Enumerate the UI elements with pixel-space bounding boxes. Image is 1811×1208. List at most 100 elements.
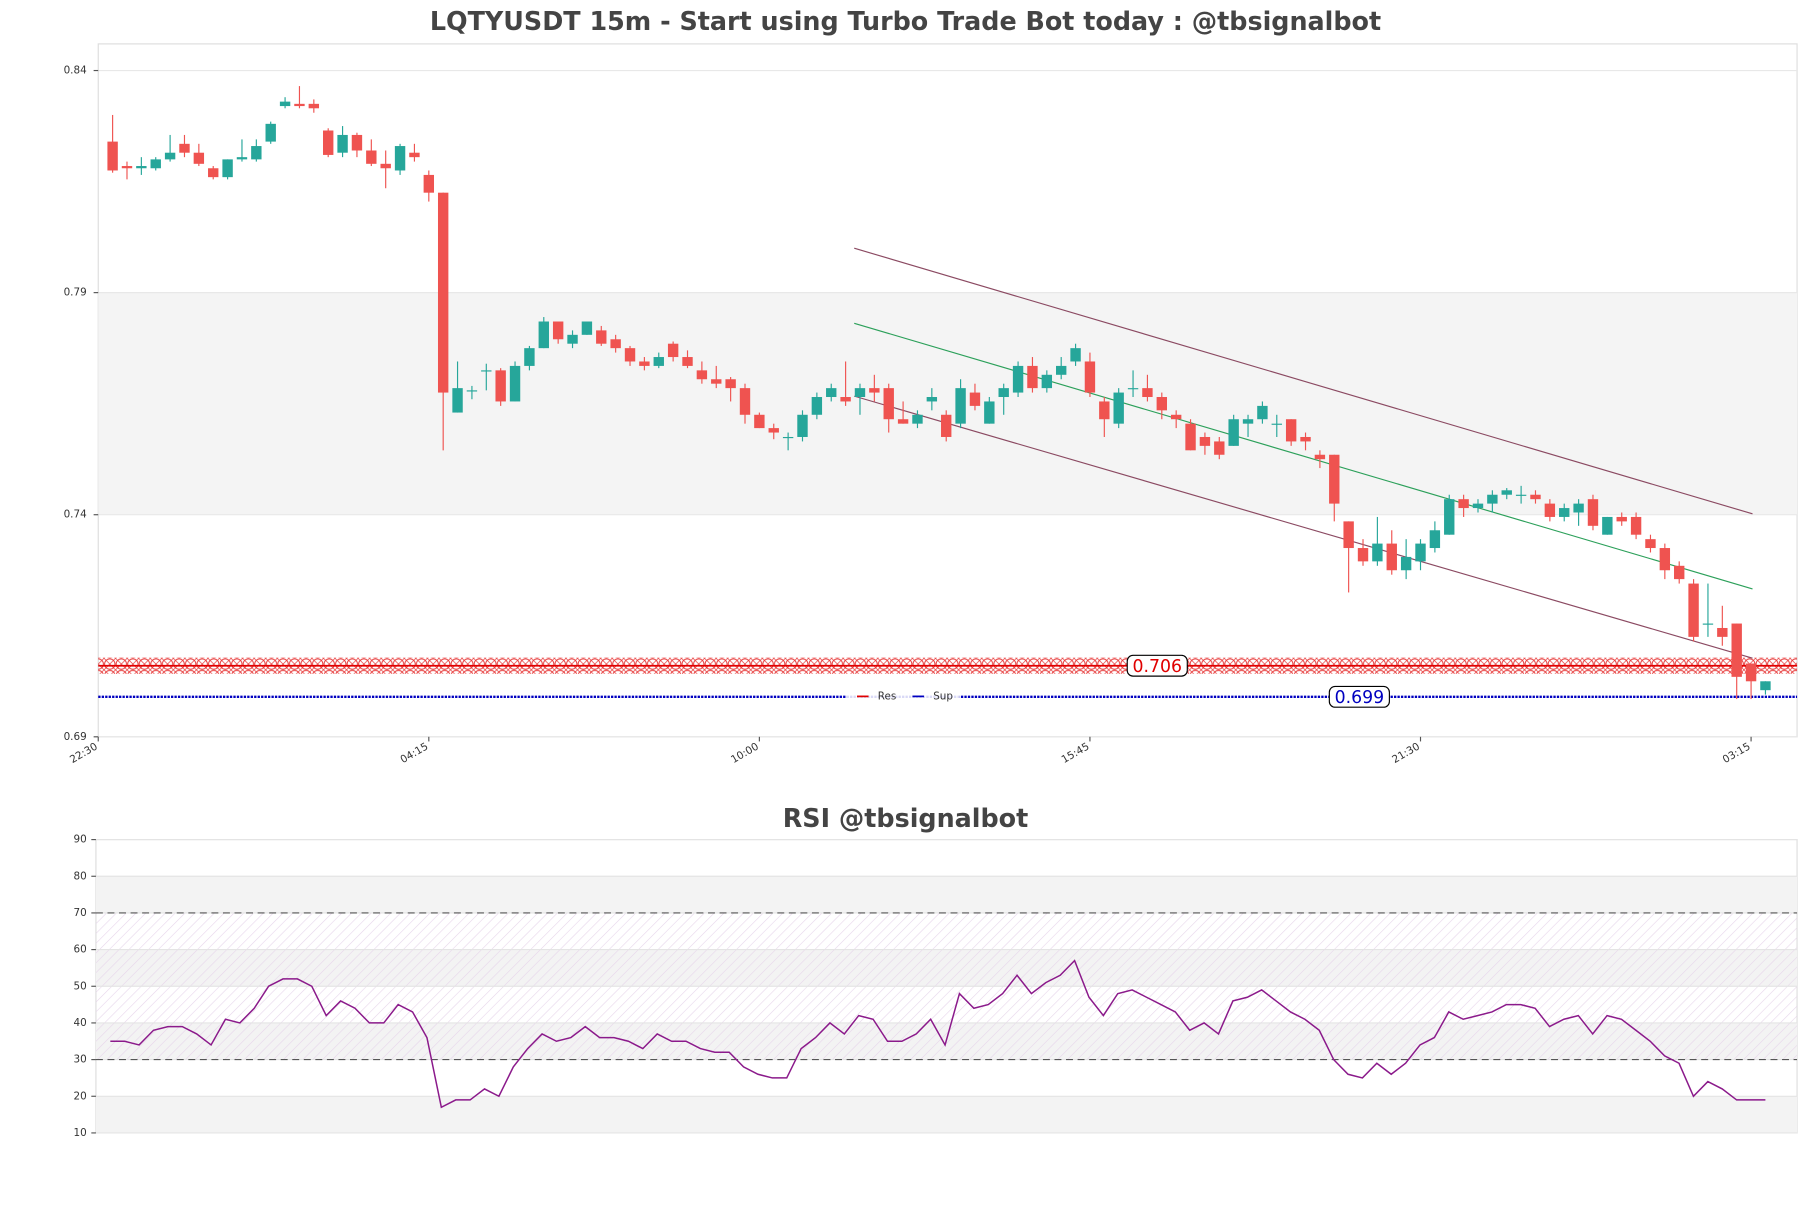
- candle-body: [754, 414, 765, 429]
- candle-body: [164, 152, 176, 160]
- candle-body: [955, 388, 966, 424]
- y-tick-label: 90: [73, 834, 86, 846]
- candle-body: [1314, 454, 1326, 460]
- candle-body: [294, 103, 305, 107]
- candle-body: [394, 146, 406, 171]
- candle-body: [682, 357, 693, 366]
- legend-box: [846, 685, 960, 707]
- candle-body: [624, 348, 636, 362]
- y-tick-label: 0.69: [64, 731, 87, 743]
- candle-body: [725, 379, 736, 389]
- candle-body: [1616, 516, 1627, 522]
- candle-body: [1487, 494, 1498, 504]
- candle-body: [1530, 494, 1541, 500]
- candle-body: [1214, 441, 1225, 455]
- candle-body: [1702, 623, 1714, 625]
- candle-body: [1027, 365, 1038, 389]
- candle-body: [1142, 388, 1153, 398]
- candle-body: [524, 348, 535, 366]
- candle-body: [538, 321, 549, 349]
- candle-body: [1271, 423, 1282, 425]
- candle-body: [323, 130, 334, 155]
- level-label: 0.699: [1335, 688, 1385, 708]
- candle-body: [1731, 623, 1742, 677]
- candle-body: [308, 103, 320, 109]
- channel-line: [854, 322, 1753, 590]
- candle-body: [811, 397, 823, 415]
- candle-body: [1300, 436, 1311, 442]
- y-tick-label: 50: [73, 980, 86, 992]
- level-label-box: [1126, 654, 1188, 677]
- candle-body: [1501, 490, 1512, 495]
- candle-body: [897, 419, 909, 424]
- candle-body: [782, 436, 794, 439]
- candle-body: [452, 388, 463, 413]
- candle-body: [1745, 663, 1757, 682]
- candle-body: [1372, 543, 1383, 562]
- candle-body: [1659, 548, 1671, 571]
- y-tick-label: 20: [73, 1090, 86, 1102]
- candle-body: [1688, 583, 1699, 637]
- candle-body: [1099, 401, 1110, 420]
- candle-body: [1429, 530, 1441, 549]
- candle-body: [1357, 548, 1369, 562]
- candle-body: [1185, 423, 1196, 451]
- candle-body: [1242, 419, 1254, 424]
- candle-body: [1228, 419, 1239, 446]
- candle-body: [667, 343, 679, 358]
- band: [95, 876, 1798, 913]
- y-tick-label: 0.84: [64, 65, 87, 77]
- candle-body: [251, 146, 262, 160]
- candle-body: [610, 339, 621, 349]
- candle-body: [1559, 508, 1570, 517]
- candle-body: [1472, 503, 1484, 509]
- x-tick-label: 10:00: [729, 741, 761, 766]
- candle-body: [596, 330, 607, 344]
- candle-body: [179, 143, 190, 153]
- candle-body: [941, 414, 952, 437]
- candle-body: [926, 397, 938, 402]
- y-tick-label: 10: [73, 1127, 86, 1139]
- candle-body: [826, 388, 837, 398]
- candle-body: [423, 174, 435, 193]
- y-tick-label: 0.74: [64, 509, 87, 521]
- candle-body: [1329, 454, 1340, 504]
- candle-body: [768, 428, 779, 433]
- candle-body: [696, 370, 708, 380]
- candle-body: [1444, 499, 1455, 535]
- candle-body: [107, 141, 118, 171]
- candle-body: [567, 334, 578, 344]
- candle-body: [1386, 543, 1397, 571]
- candle-body: [1041, 374, 1053, 389]
- candle-body: [351, 134, 363, 151]
- candle-body: [1170, 414, 1182, 420]
- candle-body: [265, 123, 276, 142]
- candle-body: [653, 357, 664, 366]
- candle-body: [279, 101, 291, 107]
- candle-body: [1760, 681, 1771, 691]
- candle-body: [1055, 365, 1067, 375]
- rsi-line: [110, 959, 1766, 1109]
- x-tick-label: 22:30: [68, 741, 100, 766]
- candle-body: [711, 379, 722, 384]
- candle-body: [1573, 503, 1584, 513]
- candle-body: [1084, 361, 1096, 393]
- candle-body: [1012, 365, 1024, 393]
- y-tick-label: 70: [73, 907, 86, 919]
- candle-body: [984, 401, 995, 424]
- candle-body: [337, 134, 348, 153]
- legend-label: Res: [878, 690, 897, 702]
- y-tick-label: 0.79: [64, 287, 87, 299]
- candle-body: [1645, 539, 1656, 549]
- channel-line: [854, 395, 1753, 659]
- candle-body: [121, 166, 133, 169]
- candle-body: [1285, 419, 1297, 442]
- candle-body: [437, 192, 449, 393]
- y-tick-label: 60: [73, 944, 86, 956]
- candle-body: [1156, 397, 1167, 411]
- candle-body: [495, 370, 506, 402]
- zone: [98, 292, 1798, 515]
- candle-body: [1515, 494, 1527, 496]
